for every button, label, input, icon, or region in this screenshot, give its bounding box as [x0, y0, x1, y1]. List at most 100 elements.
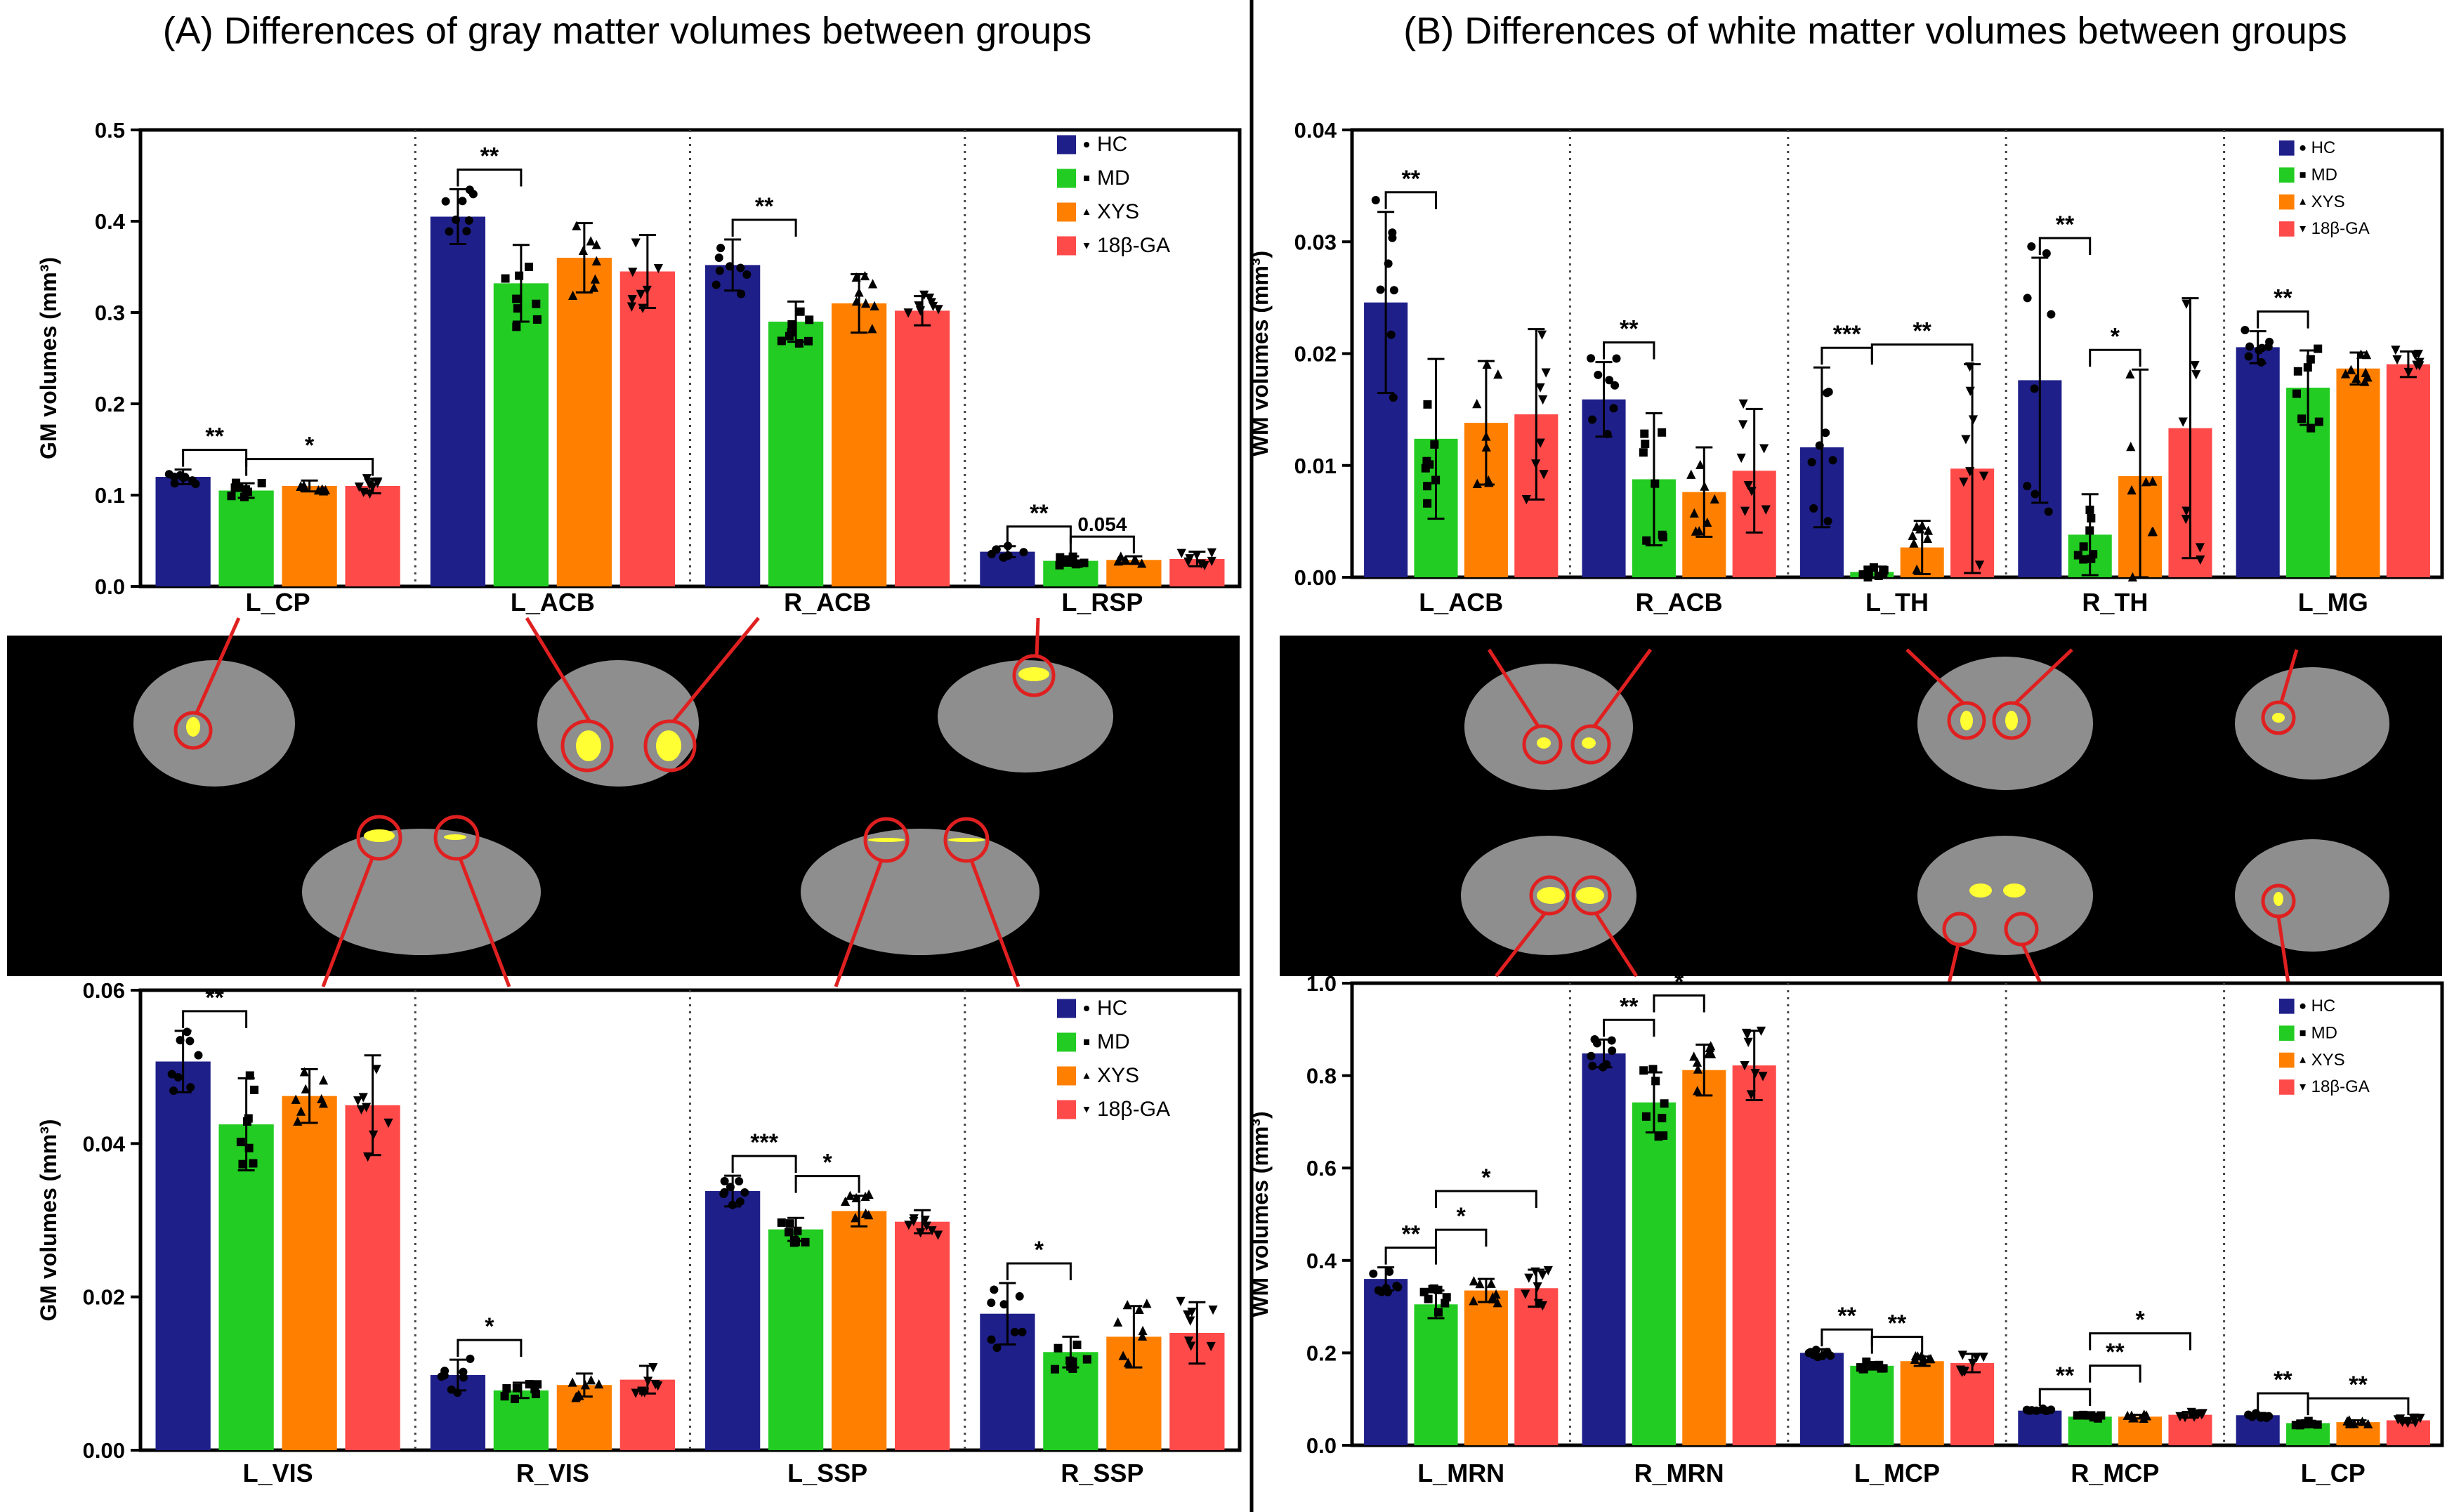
data-point — [1423, 400, 1432, 409]
data-point — [2300, 1056, 2306, 1063]
chart-frame — [1350, 981, 2444, 1447]
data-point — [1183, 557, 1193, 567]
data-point — [2363, 372, 2373, 382]
data-point — [2190, 361, 2200, 371]
bar-xys — [2336, 1422, 2380, 1445]
data-point — [2042, 249, 2051, 258]
significance-bracket — [1870, 1336, 1924, 1354]
significance-label: ** — [1837, 1303, 1856, 1329]
data-point — [2363, 1419, 2373, 1428]
data-point — [2314, 344, 2323, 353]
roi-arrow — [321, 857, 374, 987]
data-point — [2293, 367, 2302, 376]
data-point — [1206, 1341, 1216, 1352]
legend-label: HC — [1097, 133, 1127, 156]
data-point — [861, 298, 871, 308]
data-point — [2025, 1406, 2034, 1415]
significance-bracket — [182, 449, 248, 467]
data-point — [1537, 1270, 1547, 1280]
data-point — [735, 1176, 744, 1185]
data-point — [2079, 555, 2088, 564]
legend-label: XYS — [1097, 200, 1139, 223]
data-point — [1743, 1037, 1753, 1047]
significance-bracket — [2307, 1397, 2410, 1416]
legend-label: MD — [1097, 166, 1130, 190]
significance-bracket — [2089, 1332, 2191, 1350]
data-point — [296, 481, 306, 491]
significance-label: ** — [2274, 285, 2292, 312]
data-point — [915, 306, 926, 316]
roi-marker — [1529, 875, 1570, 916]
data-point — [1605, 376, 1614, 385]
roi-overlay — [2274, 892, 2283, 906]
data-point — [1084, 142, 1089, 147]
roi-arrow — [458, 857, 511, 987]
data-point — [916, 1228, 926, 1238]
data-point — [1809, 504, 1818, 513]
data-point — [1122, 1300, 1132, 1310]
data-point — [2391, 346, 2401, 355]
data-point — [2041, 1406, 2050, 1415]
data-point — [2141, 1411, 2151, 1421]
category-label: L_VIS — [243, 1459, 313, 1487]
data-point — [1084, 1039, 1089, 1045]
significance-bracket — [2089, 348, 2141, 367]
category-label: R_MCP — [2071, 1459, 2159, 1487]
legend-label: 18β-GA — [2311, 219, 2370, 238]
data-point — [238, 1159, 247, 1169]
bar-18β-ga — [2386, 364, 2430, 577]
data-point — [631, 1388, 641, 1398]
roi-arrow — [2014, 648, 2073, 704]
data-point — [1707, 1048, 1717, 1058]
data-point — [796, 307, 805, 316]
data-point — [851, 272, 861, 282]
data-point — [586, 236, 596, 246]
data-point — [1384, 259, 1393, 268]
data-point — [2340, 369, 2351, 379]
data-point — [445, 227, 454, 236]
brain-images-b — [1280, 636, 2442, 985]
data-point — [1639, 448, 1648, 457]
significance-label: ** — [2349, 1372, 2368, 1398]
roi-arrow — [1594, 912, 1639, 978]
brain-slice — [2235, 667, 2389, 780]
legend-label: 18β-GA — [1097, 1098, 1170, 1121]
data-point — [1858, 570, 1868, 579]
data-point — [628, 268, 638, 277]
roi-arrow — [1495, 912, 1547, 978]
data-point — [1924, 1354, 1934, 1364]
data-point — [627, 295, 637, 305]
data-point — [2356, 349, 2366, 359]
data-point — [1640, 429, 1649, 438]
data-point — [369, 1130, 379, 1140]
data-point — [1010, 1327, 1019, 1336]
brain-slice — [133, 660, 295, 787]
data-point — [1703, 517, 1712, 527]
data-point — [301, 1084, 310, 1093]
data-point — [1472, 478, 1482, 488]
significance-label: * — [1674, 969, 1684, 996]
data-point — [183, 1027, 192, 1037]
data-point — [1389, 393, 1398, 402]
significance-label: 0.054 — [1077, 513, 1127, 535]
data-point — [785, 331, 794, 341]
data-point — [317, 1093, 327, 1104]
data-point — [793, 1226, 802, 1235]
legend-swatch — [1057, 202, 1076, 222]
roi-overlay — [2003, 883, 2026, 898]
roi-overlay — [868, 838, 905, 842]
data-point — [1084, 176, 1089, 181]
data-point — [1018, 1327, 1027, 1336]
data-point — [452, 215, 461, 224]
data-point — [2300, 226, 2306, 232]
data-point — [990, 1285, 999, 1294]
data-point — [2415, 361, 2425, 371]
data-point — [1068, 1364, 1077, 1373]
data-point — [2027, 242, 2036, 251]
data-point — [188, 476, 197, 485]
significance-bracket — [1006, 525, 1072, 544]
data-point — [1909, 538, 1919, 548]
data-point — [801, 1237, 810, 1247]
data-point — [2085, 505, 2094, 514]
data-point — [1083, 243, 1090, 249]
